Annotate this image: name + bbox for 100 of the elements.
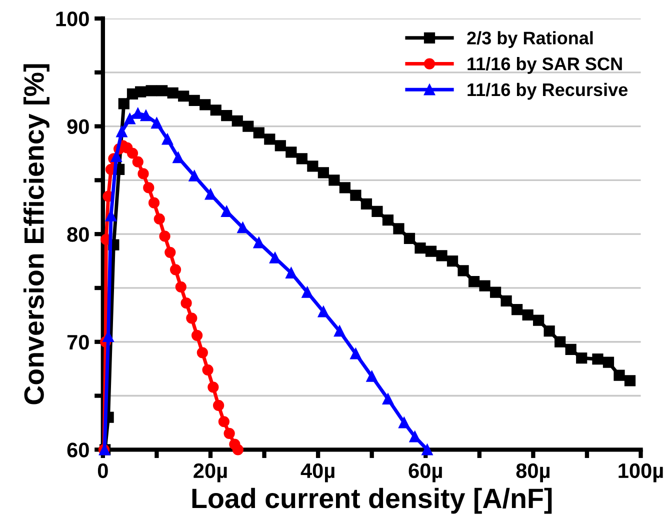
point (224, 428, 235, 440)
point (334, 326, 346, 337)
point (167, 87, 178, 98)
y-tick-label: 90 (67, 119, 89, 134)
point (162, 134, 174, 145)
legend-label: 11/16 by SAR SCN (468, 57, 622, 74)
point (393, 223, 404, 234)
point (468, 276, 480, 288)
point (143, 182, 154, 194)
point (328, 174, 340, 186)
point (208, 382, 219, 393)
y-axis-title: Conversion Efficiency [%] (24, 64, 50, 404)
point (264, 134, 276, 145)
point (318, 167, 329, 178)
point (164, 246, 176, 258)
point (178, 90, 190, 102)
point (126, 148, 138, 159)
legend-label: 2/3 by Rational (467, 31, 593, 48)
point (479, 280, 490, 292)
point (132, 108, 144, 119)
point (366, 370, 378, 382)
point (602, 356, 614, 368)
point (360, 198, 372, 210)
point (533, 314, 544, 326)
x-tick-label: 0 (98, 463, 108, 478)
point (105, 210, 117, 222)
x-tick-label: 100µ (618, 463, 663, 482)
point (118, 98, 130, 110)
point (124, 113, 136, 124)
point (146, 85, 157, 96)
point (436, 250, 448, 262)
y-tick-label: 70 (67, 334, 89, 350)
point (286, 146, 297, 158)
point (140, 110, 152, 122)
point (138, 168, 149, 180)
point (565, 344, 576, 355)
point (500, 295, 512, 306)
y-tick-label: 100 (56, 12, 89, 26)
point (135, 86, 146, 98)
point (204, 188, 216, 200)
point (522, 309, 534, 320)
x-axis-title: Load current density [A/nF] (192, 488, 552, 514)
point (151, 118, 162, 129)
x-tick-label: 80µ (516, 463, 550, 482)
point (213, 400, 224, 412)
point (422, 444, 433, 456)
point (490, 286, 502, 298)
point (382, 214, 394, 226)
point (218, 416, 230, 428)
point (414, 242, 426, 254)
point (274, 140, 286, 152)
point (159, 230, 170, 242)
point (425, 246, 437, 257)
point (148, 197, 160, 208)
point (409, 431, 420, 442)
point (382, 393, 394, 405)
point (170, 264, 182, 276)
point (210, 104, 222, 116)
point (350, 348, 362, 360)
point (614, 370, 625, 381)
point (624, 375, 636, 386)
y-tick-label: 80 (67, 227, 89, 242)
y-tick-label: 60 (67, 442, 89, 458)
point (592, 354, 604, 365)
x-tick-label: 20µ (194, 463, 227, 482)
x-tick-label: 60µ (408, 463, 442, 482)
point (458, 265, 469, 276)
point (196, 347, 208, 358)
legend-label: 11/16 by Recursive (468, 82, 628, 100)
point (110, 150, 122, 162)
point (175, 281, 186, 292)
point (191, 330, 203, 341)
point (237, 222, 248, 234)
point (200, 99, 211, 110)
point (544, 326, 555, 337)
point (404, 232, 416, 244)
point (232, 444, 244, 456)
point (446, 255, 458, 267)
point (116, 126, 128, 138)
point (188, 170, 200, 182)
point (318, 306, 329, 318)
point (554, 336, 566, 348)
point (253, 127, 264, 138)
point (232, 115, 243, 126)
point (188, 94, 200, 106)
point (339, 182, 351, 194)
point (576, 352, 588, 364)
point (350, 190, 362, 201)
point (307, 160, 318, 172)
point (296, 153, 308, 164)
point (398, 417, 410, 428)
point (512, 304, 523, 316)
point (132, 156, 144, 168)
point (154, 213, 165, 225)
point (221, 206, 232, 218)
x-tick-label: 40µ (300, 463, 334, 482)
point (221, 110, 232, 122)
point (202, 364, 214, 376)
point (186, 312, 198, 324)
point (372, 206, 383, 218)
